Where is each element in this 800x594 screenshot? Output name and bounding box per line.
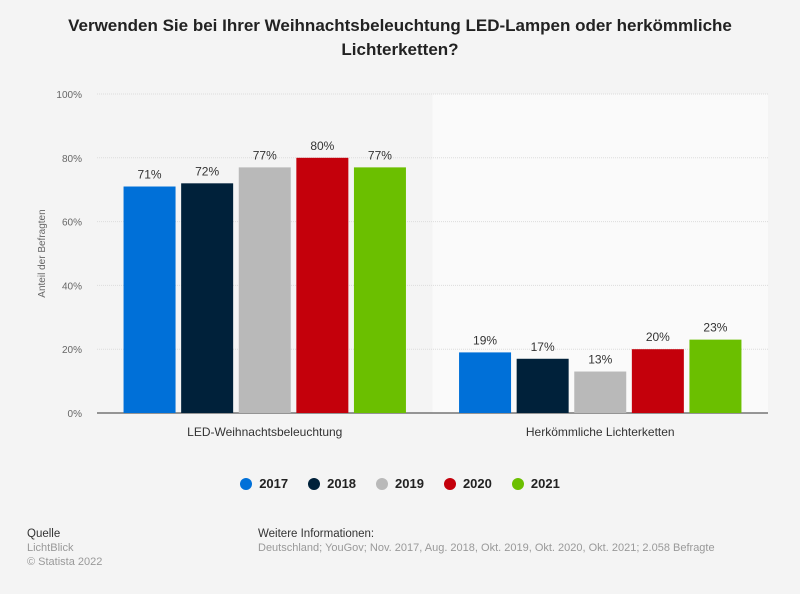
legend-label: 2021 xyxy=(530,476,560,491)
chart-title: Verwenden Sie bei Ihrer Weihnachtsbeleuc… xyxy=(68,16,732,59)
legend-dot-icon xyxy=(376,477,389,490)
bar-chart: 0% 20% 40% 60% 80% 100% Anteil der Befragten 71… xyxy=(37,90,768,439)
legend-dot-icon xyxy=(443,477,456,490)
bar-2021 xyxy=(353,167,406,413)
legend-label: 2018 xyxy=(327,476,357,491)
copyright: © Statista 2022 xyxy=(27,556,103,568)
bar-2018 xyxy=(181,183,234,413)
bar-2017 xyxy=(123,186,176,413)
source-block: Quelle LichtBlick © Statista 2022 xyxy=(27,527,102,569)
data-label: 19% xyxy=(473,333,497,347)
data-label: 77% xyxy=(368,148,392,162)
bar-2018 xyxy=(516,358,569,413)
legend-dot-icon xyxy=(511,477,524,490)
y-tick-label: 0% xyxy=(68,409,83,420)
legend-dot-icon xyxy=(308,477,321,490)
data-label: 72% xyxy=(195,164,219,178)
legend-label: 2017 xyxy=(259,476,289,491)
legend-item-2020[interactable]: 2020 xyxy=(443,476,492,491)
legend-item-2019[interactable]: 2019 xyxy=(376,476,424,491)
bar-2021 xyxy=(689,339,742,413)
info-text: Deutschland; YouGov; Nov. 2017, Aug. 201… xyxy=(258,542,715,554)
legend: 2017 2018 2019 2020 2021 xyxy=(0,476,800,491)
legend-item-2021[interactable]: 2021 xyxy=(511,476,560,491)
y-tick-label: 40% xyxy=(62,281,82,292)
legend-item-2018[interactable]: 2018 xyxy=(308,476,356,491)
data-label: 17% xyxy=(531,340,555,354)
legend-label: 2019 xyxy=(395,476,424,491)
y-tick-label: 20% xyxy=(62,345,82,356)
info-block: Weitere Informationen: Deutschland; YouG… xyxy=(258,527,715,555)
legend-item-2017[interactable]: 2017 xyxy=(240,476,288,491)
data-label: 20% xyxy=(646,330,670,344)
bar-2020 xyxy=(296,157,349,413)
bar-2017 xyxy=(459,352,512,413)
source-link[interactable]: LichtBlick xyxy=(27,542,74,554)
y-axis-label: Anteil der Befragten xyxy=(37,209,48,297)
y-tick-label: 100% xyxy=(56,90,82,101)
data-label: 23% xyxy=(703,321,727,335)
legend-dot-icon xyxy=(240,477,253,490)
x-tick-label: Herkömmliche Lichterketten xyxy=(526,425,675,439)
bar-2019 xyxy=(238,167,291,413)
data-label: 13% xyxy=(588,353,612,367)
y-tick-label: 80% xyxy=(62,154,82,165)
legend-label: 2020 xyxy=(462,476,492,491)
bar-2019 xyxy=(574,371,627,413)
bar-2020 xyxy=(631,349,684,413)
data-label: 80% xyxy=(310,139,334,153)
data-label: 71% xyxy=(138,168,162,182)
data-label: 77% xyxy=(253,148,277,162)
y-tick-label: 60% xyxy=(62,218,82,229)
x-tick-label: LED-Weihnachtsbeleuchtung xyxy=(187,425,342,439)
info-label[interactable]: Weitere Informationen: xyxy=(258,528,375,540)
source-label: Quelle xyxy=(27,528,61,540)
